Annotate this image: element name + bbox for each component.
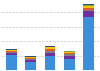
Bar — [6, 53, 17, 55]
Bar — [45, 47, 55, 49]
Bar — [25, 59, 36, 60]
Bar — [83, 11, 94, 17]
Bar — [45, 51, 55, 53]
Bar — [25, 56, 36, 57]
Bar — [45, 53, 55, 56]
Bar — [25, 60, 36, 62]
Bar — [83, 17, 94, 70]
Bar — [83, 6, 94, 8]
Bar — [6, 50, 17, 51]
Bar — [83, 10, 94, 11]
Bar — [83, 5, 94, 6]
Bar — [64, 56, 75, 59]
Bar — [64, 53, 75, 54]
Bar — [83, 8, 94, 10]
Bar — [45, 49, 55, 51]
Bar — [64, 51, 75, 52]
Bar — [45, 56, 55, 70]
Bar — [6, 52, 17, 53]
Bar — [6, 55, 17, 70]
Bar — [64, 54, 75, 56]
Bar — [45, 46, 55, 47]
Bar — [6, 49, 17, 50]
Bar — [25, 58, 36, 59]
Bar — [64, 59, 75, 70]
Bar — [64, 52, 75, 53]
Bar — [25, 62, 36, 70]
Bar — [83, 4, 94, 5]
Bar — [6, 51, 17, 52]
Bar — [25, 57, 36, 58]
